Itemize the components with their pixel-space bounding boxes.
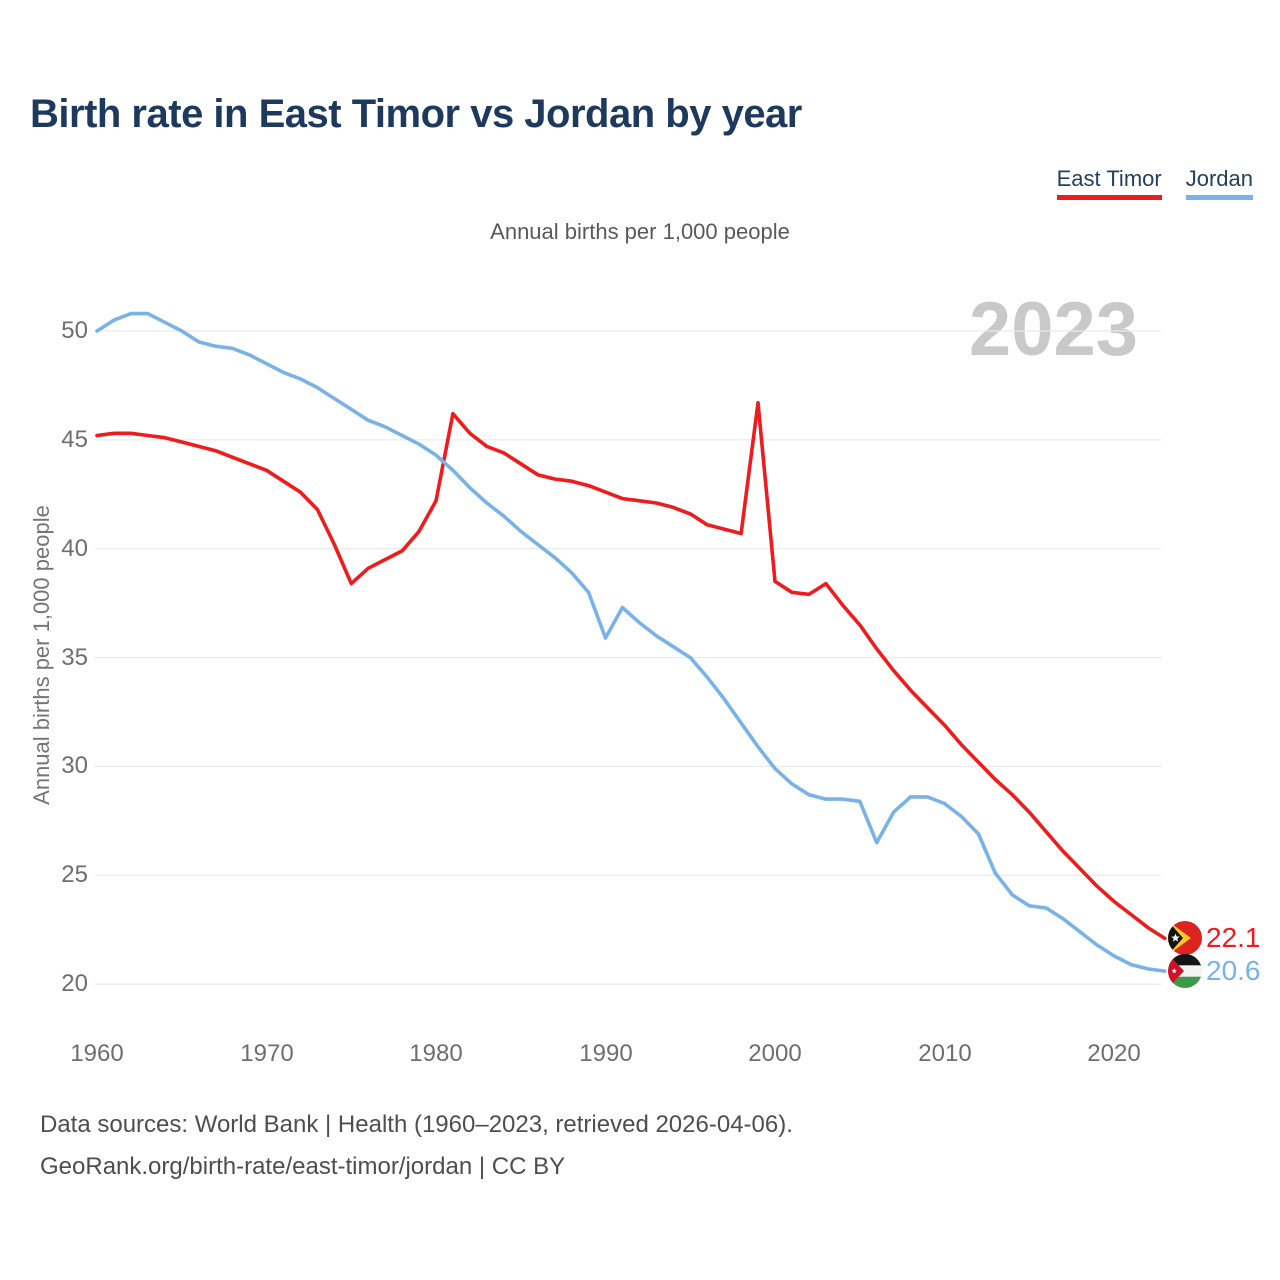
- x-tick-1960: 1960: [70, 1040, 124, 1067]
- x-tick-2000: 2000: [748, 1040, 802, 1067]
- y-tick-35: 35: [61, 644, 88, 671]
- series-line-east-timor: [95, 400, 1167, 941]
- y-tick-45: 45: [61, 426, 88, 453]
- x-tick-1980: 1980: [409, 1040, 463, 1067]
- end-value-east-timor: 22.1: [1206, 922, 1261, 953]
- chart-subtitle: Annual births per 1,000 people: [490, 219, 790, 244]
- legend: East Timor Jordan: [1056, 166, 1253, 200]
- x-tick-2010: 2010: [918, 1040, 972, 1067]
- attribution-line[interactable]: GeoRank.org/birth-rate/east-timor/jordan…: [40, 1153, 566, 1180]
- series-line-jordan: [95, 311, 1167, 973]
- jordan-flag-icon: [1168, 954, 1202, 988]
- page-title: Birth rate in East Timor vs Jordan by ye…: [30, 92, 802, 136]
- year-watermark: 2023: [968, 287, 1138, 372]
- y-tick-30: 30: [61, 752, 88, 779]
- x-tick-1970: 1970: [240, 1040, 294, 1067]
- y-tick-40: 40: [61, 535, 88, 562]
- footer: Data sources: World Bank | Health (1960–…: [40, 1104, 793, 1188]
- legend-item-jordan[interactable]: Jordan: [1185, 166, 1253, 200]
- x-tick-1990: 1990: [579, 1040, 633, 1067]
- y-tick-25: 25: [61, 861, 88, 888]
- x-tick-2020: 2020: [1087, 1040, 1141, 1067]
- y-tick-50: 50: [61, 317, 88, 344]
- east-timor-flag-icon: [1168, 921, 1202, 955]
- legend-item-east-timor[interactable]: East Timor: [1056, 166, 1162, 200]
- y-tick-20: 20: [61, 970, 88, 997]
- end-value-jordan: 20.6: [1206, 955, 1261, 986]
- data-source-line: Data sources: World Bank | Health (1960–…: [40, 1111, 793, 1138]
- gridlines: [95, 330, 1161, 985]
